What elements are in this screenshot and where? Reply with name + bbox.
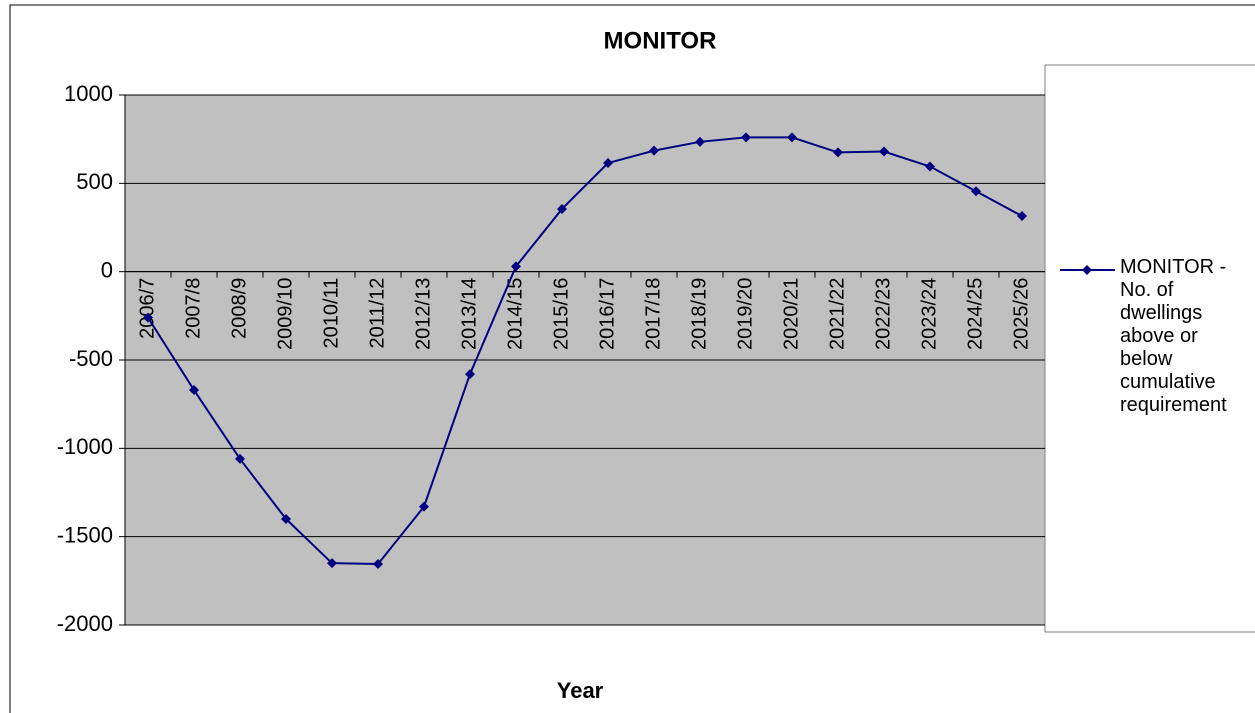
y-tick-label: -500 — [69, 346, 113, 371]
y-tick-label: -2000 — [57, 611, 113, 636]
data-point — [1017, 211, 1027, 222]
data-point — [143, 312, 153, 323]
data-point — [787, 132, 797, 143]
y-tick-label: -1000 — [57, 434, 113, 459]
data-point — [235, 453, 245, 464]
chart-title: MONITOR — [604, 27, 717, 54]
x-tick-label: 2013/14 — [458, 278, 480, 350]
data-point — [327, 558, 337, 569]
x-tick-label: 2014/15 — [504, 278, 526, 350]
legend-box — [1044, 64, 1255, 633]
data-point — [603, 158, 613, 169]
data-point — [419, 501, 429, 512]
data-point — [649, 145, 659, 156]
legend-marker — [1082, 265, 1092, 275]
data-point — [925, 161, 935, 172]
series-line — [147, 136, 1023, 566]
data-point — [695, 136, 705, 147]
x-tick-label: 2010/11 — [320, 278, 342, 349]
x-tick-label: 2012/13 — [412, 278, 434, 350]
y-tick-label: 1000 — [64, 81, 113, 106]
x-tick-label: 2008/9 — [228, 278, 250, 339]
data-point — [971, 186, 981, 197]
data-point — [879, 146, 889, 157]
x-tick-label: 2007/8 — [182, 278, 204, 339]
data-point — [465, 369, 475, 380]
x-tick-label: 2017/18 — [642, 278, 664, 350]
legend-label: MONITOR - No. of dwellings above or belo… — [1120, 256, 1227, 416]
x-tick-label: 2023/24 — [918, 278, 940, 350]
x-tick-label: 2024/25 — [964, 278, 986, 350]
x-tick-label: 2011/12 — [366, 278, 388, 349]
data-point — [511, 261, 521, 272]
y-tick-label: -1500 — [57, 522, 113, 547]
x-tick-label: 2015/16 — [550, 278, 572, 350]
y-tick-label: 0 — [101, 257, 113, 282]
x-tick-label: 2025/26 — [1010, 278, 1032, 350]
data-point — [833, 147, 843, 158]
data-point — [557, 203, 567, 214]
data-point — [741, 132, 751, 143]
y-tick-label: 500 — [76, 169, 113, 194]
x-tick-label: 2022/23 — [872, 278, 894, 350]
x-tick-label: 2016/17 — [596, 278, 618, 350]
x-axis-title: Year — [557, 678, 604, 703]
data-point — [373, 559, 383, 570]
x-tick-label: 2020/21 — [780, 278, 802, 350]
x-tick-label: 2021/22 — [826, 278, 848, 350]
x-tick-label: 2019/20 — [734, 278, 756, 350]
x-tick-label: 2018/19 — [688, 278, 710, 350]
x-tick-label: 2009/10 — [274, 278, 296, 350]
data-point — [189, 385, 199, 396]
data-point — [281, 514, 291, 524]
